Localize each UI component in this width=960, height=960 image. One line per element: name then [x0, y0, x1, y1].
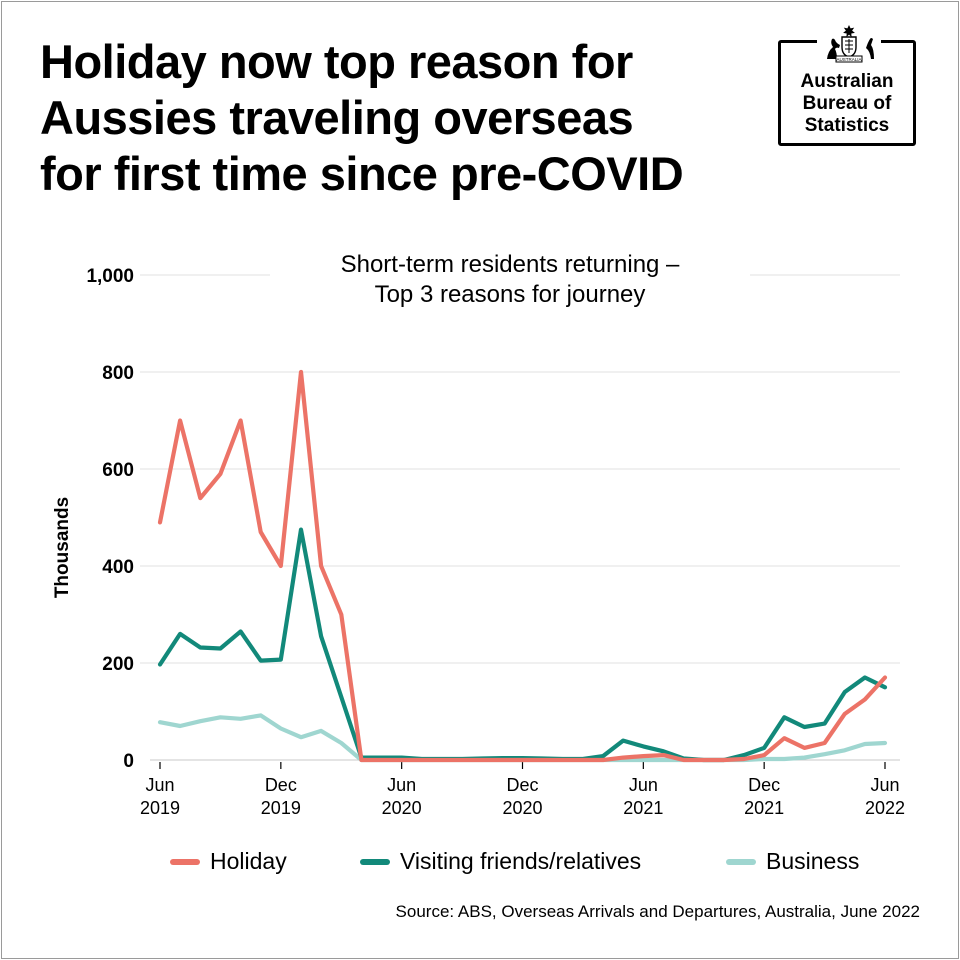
source-note: Source: ABS, Overseas Arrivals and Depar… [395, 902, 920, 921]
legend-item-visiting: Visiting friends/relatives [360, 848, 641, 875]
y-tick-label: 200 [102, 654, 134, 675]
y-axis-label: Thousands [52, 497, 73, 598]
logo-line-1: Australian [800, 71, 894, 92]
logo-line-2: Bureau of [802, 93, 892, 114]
x-tick-month-label: Jun [870, 775, 899, 795]
crest-label: AUSTRALIA [836, 57, 861, 62]
x-tick-month-label: Dec [265, 775, 297, 795]
series-line-business [157, 713, 888, 763]
y-tick-label: 1,000 [86, 266, 134, 287]
headline-line-3: for first time since pre-COVID [40, 147, 684, 200]
chart-title-line-1: Short-term residents returning – [340, 251, 680, 278]
x-tick-month-label: Jun [629, 775, 658, 795]
coat-of-arms-icon: AUSTRALIA [817, 23, 881, 63]
logo-wordmark: Australian Bureau of Statistics [781, 71, 913, 137]
legend-swatch-business [726, 858, 756, 865]
logo-line-3: Statistics [804, 115, 890, 136]
chart-title-line-2: Top 3 reasons for journey [374, 281, 646, 308]
headline-line-2: Aussies traveling overseas [40, 91, 634, 144]
x-tick-year-label: 2020 [382, 798, 422, 818]
x-tick-month-label: Dec [748, 775, 780, 795]
legend-label-visiting: Visiting friends/relatives [400, 848, 642, 874]
series-lines [157, 369, 888, 763]
legend-label-business: Business [766, 848, 860, 874]
legend-item-business: Business [726, 848, 859, 875]
series-line-visiting [157, 527, 888, 763]
chart-title: Short-term residents returning – Top 3 r… [270, 250, 750, 310]
x-tick-year-label: 2021 [744, 798, 784, 818]
y-tick-label: 600 [102, 460, 134, 481]
y-tick-label: 800 [102, 363, 134, 384]
x-tick-year-label: 2019 [261, 798, 301, 818]
legend-label-holiday: Holiday [210, 848, 287, 874]
legend-swatch-holiday [170, 858, 200, 865]
axes: 0 200 400 600 800 1,000 Thousands Jun 2019 Dec 201… [52, 266, 905, 818]
legend-item-holiday: Holiday [170, 848, 287, 875]
headline-line-1: Holiday now top reason for [40, 35, 633, 88]
x-tick-month-label: Dec [506, 775, 538, 795]
legend-swatch-visiting [360, 858, 390, 865]
abs-logo: AUSTRALIA Australian Bureau of Statistic… [778, 23, 916, 146]
x-tick-month-label: Jun [145, 775, 174, 795]
x-tick-year-label: 2019 [140, 798, 180, 818]
x-tick-month-label: Jun [387, 775, 416, 795]
x-tick-year-label: 2021 [623, 798, 663, 818]
legend: Holiday Visiting friends/relatives Busin… [170, 848, 890, 880]
x-tick-year-label: 2022 [865, 798, 905, 818]
y-tick-label: 0 [123, 751, 134, 772]
gridlines [140, 274, 900, 664]
x-tick-year-label: 2020 [502, 798, 542, 818]
y-tick-label: 400 [102, 557, 134, 578]
headline: Holiday now top reason for Aussies trave… [40, 34, 760, 202]
series-line-holiday [157, 369, 888, 763]
